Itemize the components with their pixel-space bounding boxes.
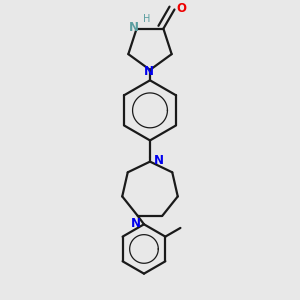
Text: O: O — [176, 2, 186, 15]
Text: N: N — [143, 65, 153, 78]
Text: N: N — [154, 154, 164, 167]
Text: N: N — [129, 21, 139, 34]
Text: H: H — [143, 14, 151, 24]
Text: N: N — [131, 217, 141, 230]
